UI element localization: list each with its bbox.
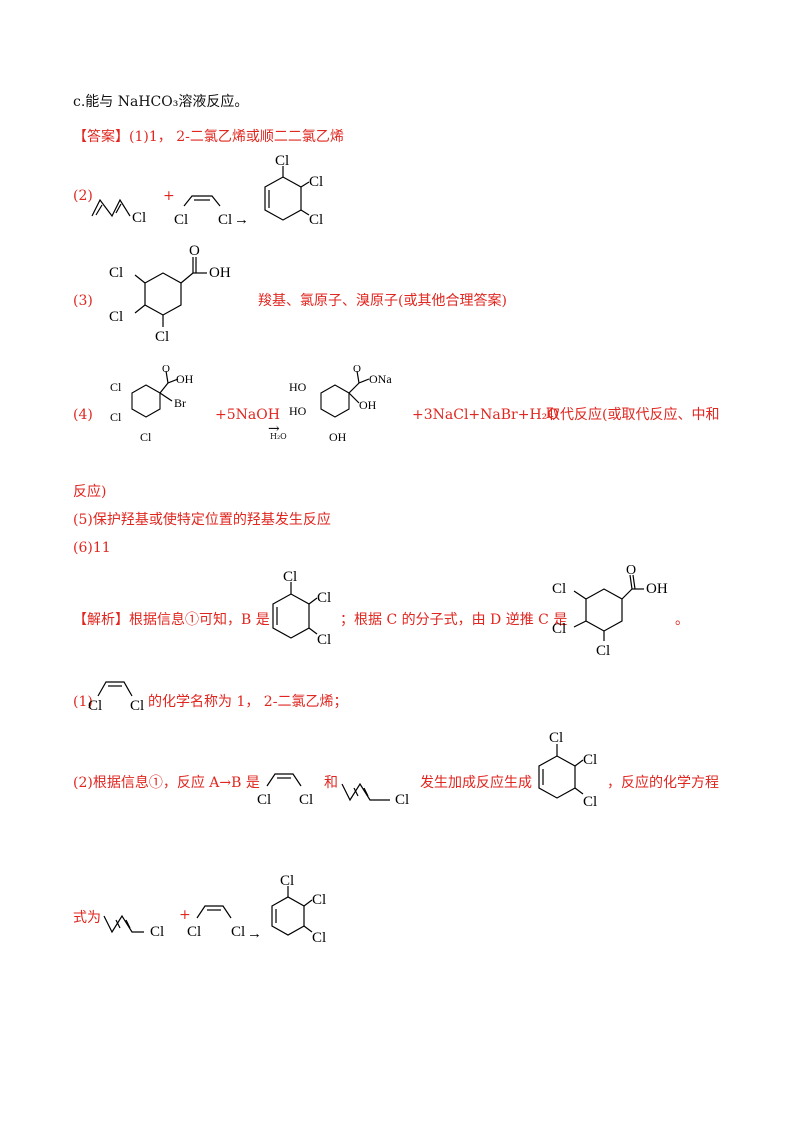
svg-text:Cl: Cl bbox=[312, 892, 326, 908]
svg-text:OH: OH bbox=[359, 398, 377, 412]
svg-text:Cl: Cl bbox=[130, 698, 144, 714]
svg-text:Cl: Cl bbox=[187, 924, 201, 940]
analysis-s2-a: (2)根据信息①，反应 A→B 是 bbox=[73, 775, 260, 791]
svg-text:Cl: Cl bbox=[283, 569, 297, 585]
answer-4-reaction-type-cont: 反应) bbox=[73, 484, 107, 500]
svg-text:Cl: Cl bbox=[231, 924, 245, 940]
svg-text:Cl: Cl bbox=[583, 752, 597, 768]
dichloroethene-reactant-structure: Cl Cl bbox=[257, 773, 313, 808]
analysis-s2-c: ，反应的化学方程 bbox=[607, 775, 719, 791]
answer-4-naoh: +5NaOH bbox=[215, 407, 280, 423]
svg-text:Cl: Cl bbox=[257, 792, 271, 808]
answer-2-label: (2) bbox=[73, 188, 93, 204]
svg-text:O: O bbox=[626, 563, 636, 578]
svg-text:Cl: Cl bbox=[312, 930, 326, 946]
answer-3-text: 羧基、氯原子、溴原子(或其他合理答案) bbox=[258, 293, 507, 309]
condition-water: H₂O bbox=[270, 432, 287, 441]
svg-text:OH: OH bbox=[176, 372, 194, 386]
answer-1: 【答案】(1)1， 2-二氯乙烯或顺二二氯乙烯 bbox=[73, 128, 344, 146]
dichloroethene-structure: Cl Cl → bbox=[174, 195, 249, 228]
bromo-trichloro-acid-structure: O OH Br Cl Cl Cl bbox=[110, 363, 194, 444]
cl-label: Cl bbox=[132, 210, 146, 226]
svg-text:Cl: Cl bbox=[109, 309, 123, 325]
svg-text:O: O bbox=[353, 363, 361, 375]
analysis-tag: 【解析】 bbox=[73, 612, 129, 628]
svg-text:Cl: Cl bbox=[174, 212, 188, 228]
svg-text:OH: OH bbox=[646, 581, 668, 597]
diene-reactant-structure: Cl bbox=[341, 782, 409, 808]
addition-product-structure: Cl Cl Cl bbox=[538, 730, 597, 810]
equation-diene-structure: Cl bbox=[103, 914, 164, 940]
analysis-s2-d: 式为 bbox=[73, 910, 101, 926]
sodium-salt-product-structure: O ONa OH HO HO OH bbox=[289, 363, 392, 444]
reaction-arrow: → bbox=[268, 421, 280, 437]
answer-tag: 【答案】 bbox=[73, 129, 129, 145]
trichlorocyclohexanecarboxylic-acid-structure: O OH Cl Cl Cl bbox=[109, 243, 231, 345]
analysis-s1-text: 的化学名称为 1， 2-二氯乙烯； bbox=[148, 694, 348, 710]
svg-text:Cl: Cl bbox=[150, 924, 164, 940]
svg-text:Cl: Cl bbox=[140, 430, 152, 444]
svg-text:OH: OH bbox=[329, 430, 347, 444]
answer-1-text: (1)1， 2-二氯乙烯或顺二二氯乙烯 bbox=[129, 129, 344, 145]
condition-c-line: c.能与 NaHCO₃溶液反应。 bbox=[73, 94, 249, 110]
svg-text:→: → bbox=[234, 212, 249, 228]
svg-text:Cl: Cl bbox=[109, 265, 123, 281]
svg-text:→: → bbox=[247, 926, 262, 942]
svg-text:Cl: Cl bbox=[88, 698, 102, 714]
svg-text:Cl: Cl bbox=[317, 590, 331, 606]
equation-plus: + bbox=[179, 907, 191, 923]
compound-b-structure: Cl Cl Cl bbox=[272, 569, 331, 648]
answer-4-label: (4) bbox=[73, 407, 93, 423]
svg-text:HO: HO bbox=[289, 380, 307, 394]
trichlorocyclohexene-structure: Cl Cl Cl bbox=[264, 153, 323, 228]
svg-text:Cl: Cl bbox=[317, 632, 331, 648]
svg-text:Cl: Cl bbox=[155, 329, 169, 345]
svg-text:OH: OH bbox=[209, 265, 231, 281]
analysis-p1-end: 。 bbox=[675, 612, 689, 628]
answer-5: (5)保护羟基或使特定位置的羟基发生反应 bbox=[73, 512, 331, 528]
svg-text:Cl: Cl bbox=[309, 212, 323, 228]
svg-text:Cl: Cl bbox=[552, 581, 566, 597]
answer-3-label: (3) bbox=[73, 293, 93, 309]
svg-text:Cl: Cl bbox=[275, 153, 289, 169]
svg-text:Br: Br bbox=[174, 396, 186, 410]
svg-text:Cl: Cl bbox=[583, 794, 597, 810]
svg-text:Cl: Cl bbox=[280, 873, 294, 889]
analysis-s1-label: (1) bbox=[73, 694, 93, 710]
svg-text:Cl: Cl bbox=[299, 792, 313, 808]
svg-text:Cl: Cl bbox=[218, 212, 232, 228]
analysis-s2-b: 发生加成反应生成 bbox=[420, 775, 532, 791]
dichloroethene-inline-structure: Cl Cl bbox=[88, 681, 144, 714]
compound-c-structure: O OH Cl Cl Cl bbox=[552, 563, 668, 659]
svg-text:O: O bbox=[189, 243, 200, 259]
svg-text:Cl: Cl bbox=[552, 621, 566, 637]
equation-dichloroethene-structure: Cl Cl → bbox=[187, 905, 262, 942]
svg-text:Cl: Cl bbox=[596, 643, 610, 659]
analysis-p1-a: 【解析】根据信息①可知，B 是 bbox=[73, 612, 270, 628]
equation-product-structure: Cl Cl Cl bbox=[271, 873, 326, 946]
answer-4-reaction-type: 取代反应(或取代反应、中和 bbox=[546, 407, 720, 423]
svg-text:Cl: Cl bbox=[309, 174, 323, 190]
svg-text:Cl: Cl bbox=[395, 792, 409, 808]
answer-4-products: +3NaCl+NaBr+H₂O bbox=[412, 407, 559, 423]
svg-text:ONa: ONa bbox=[369, 372, 392, 386]
plus-sign: + bbox=[163, 188, 175, 204]
answer-6: (6)11 bbox=[73, 540, 111, 556]
svg-text:HO: HO bbox=[289, 404, 307, 418]
svg-text:Cl: Cl bbox=[549, 730, 563, 746]
analysis-p1-b: ；根据 C 的分子式，由 D 逆推 C 是 bbox=[340, 612, 568, 628]
analysis-s2-and: 和 bbox=[324, 775, 338, 791]
svg-text:Cl: Cl bbox=[110, 380, 122, 394]
diene-cl-structure: Cl bbox=[91, 198, 146, 226]
svg-text:Cl: Cl bbox=[110, 410, 122, 424]
svg-text:O: O bbox=[162, 363, 170, 375]
